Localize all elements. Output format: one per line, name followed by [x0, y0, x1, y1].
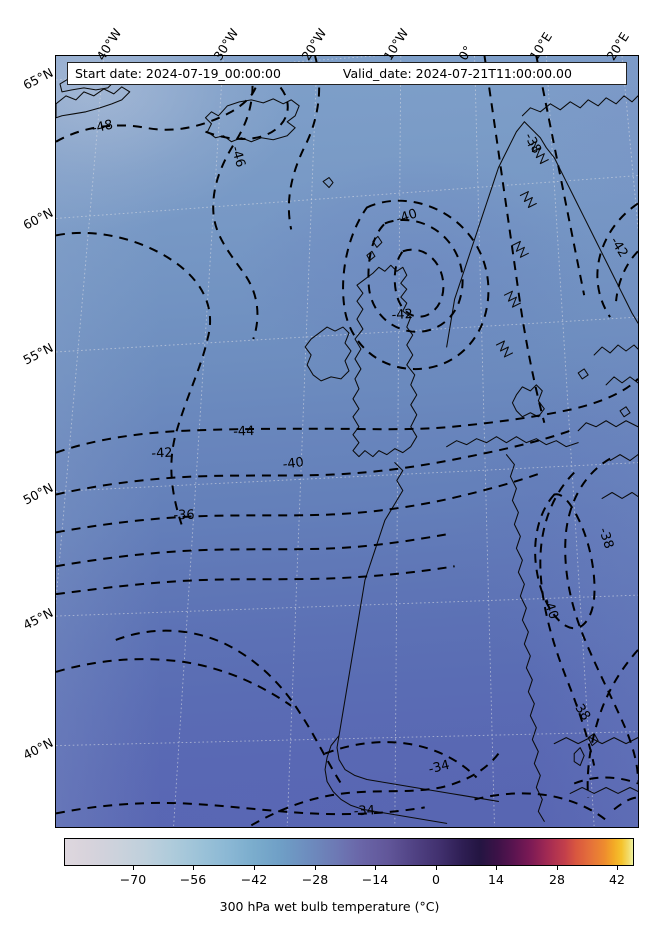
lat-tick-60N: 60°N [20, 204, 56, 233]
colorbar[interactable] [64, 838, 634, 866]
colorbar-caption: 300 hPa wet bulb temperature (°C) [219, 899, 440, 914]
lat-tick-65N: 65°N [20, 64, 56, 93]
colorbar-tick-label: 14 [488, 872, 504, 887]
colorbar-tick-label: −56 [179, 872, 207, 887]
contour-label: -48 [91, 118, 115, 137]
lat-tick-50N: 50°N [20, 479, 56, 508]
date-annotation-box: Start date: 2024-07-19_00:00:00 Valid_da… [67, 62, 627, 85]
contour-label: -36 [173, 508, 195, 524]
contour-label: -40 [394, 206, 419, 227]
valid-date-text: Valid_date: 2024-07-21T11:00:00.00 [342, 66, 572, 81]
coastlines-layer [56, 74, 638, 824]
start-date-text: Start date: 2024-07-19_00:00:00 [75, 66, 281, 81]
colorbar-tick-label: 0 [432, 872, 440, 887]
graticule [56, 56, 638, 827]
contour-label: -40 [540, 596, 561, 621]
lat-tick-45N: 45°N [20, 604, 56, 633]
colorbar-tick-label: −28 [301, 872, 329, 887]
colorbar-tick-label: −14 [361, 872, 389, 887]
colorbar-gradient [64, 838, 634, 866]
lat-tick-40N: 40°N [20, 734, 56, 763]
contour-label: -42 [607, 235, 631, 261]
colorbar-tick-label: 42 [609, 872, 625, 887]
contour-label: -34 [353, 803, 375, 819]
contour-layer: -48 -46 -38 -40 -42 -42 -44 -42 -40 -36 … [56, 56, 638, 827]
contour-label: -38 [595, 526, 616, 551]
contour-label: -46 [228, 145, 248, 169]
contour-label: -38 [521, 131, 544, 157]
colorbar-tick-label: −70 [119, 872, 147, 887]
contour-label: -42 [391, 307, 413, 323]
contour-label: -40 [282, 455, 305, 472]
contour-label: -42 [151, 446, 173, 462]
contour-labels: -48 -46 -38 -40 -42 -42 -44 -42 -40 -36 … [91, 118, 631, 820]
contour-label: -44 [233, 424, 255, 440]
colorbar-tick-label: 28 [549, 872, 565, 887]
colorbar-ticks: −70 −56 −42 −28 −14 0 14 28 42 [64, 866, 634, 887]
contour-label: -38 [569, 698, 593, 724]
lat-tick-55N: 55°N [20, 339, 56, 368]
map-axes[interactable]: -48 -46 -38 -40 -42 -42 -44 -42 -40 -36 … [55, 55, 639, 828]
contour-label: -34 [427, 758, 451, 778]
colorbar-tick-label: −42 [240, 872, 268, 887]
